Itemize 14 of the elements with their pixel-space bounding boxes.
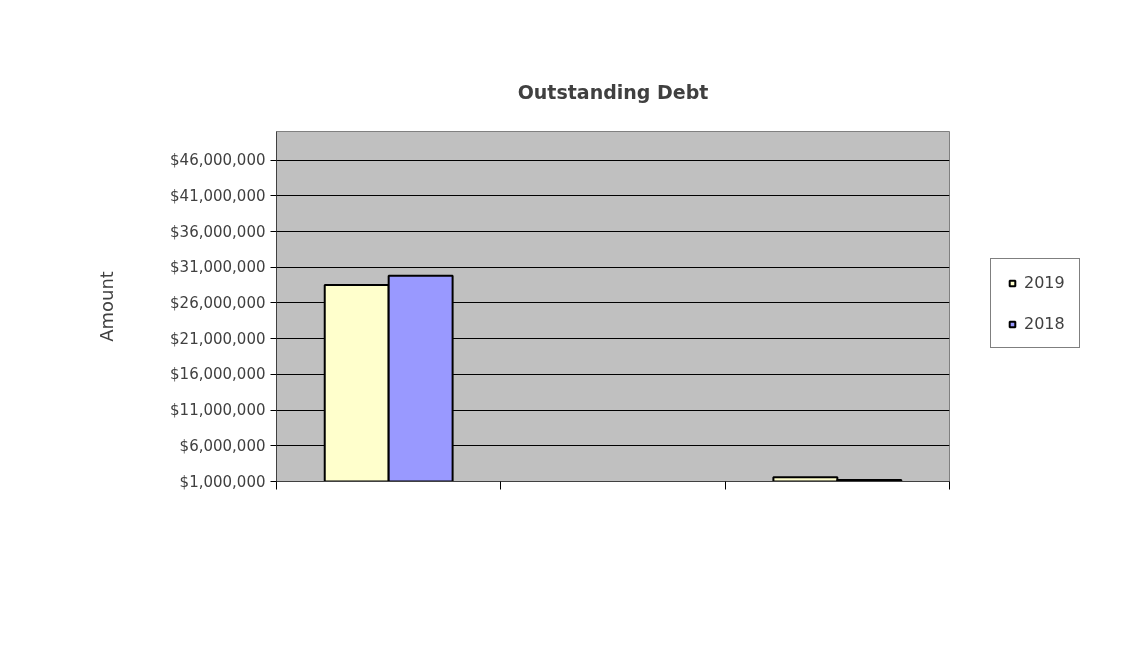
y-axis-title: Amount: [96, 271, 118, 342]
legend-label: 2019: [1024, 273, 1065, 292]
y-tick-label: $6,000,000: [179, 436, 266, 455]
chart-title: Outstanding Debt: [517, 80, 709, 103]
y-tick-label: $16,000,000: [170, 365, 266, 384]
legend-label: 2018: [1024, 314, 1065, 333]
y-tick-label: $11,000,000: [170, 401, 266, 420]
y-tick-label: $46,000,000: [170, 151, 266, 170]
y-tick-label: $36,000,000: [170, 222, 266, 241]
y-tick-label: $1,000,000: [179, 472, 266, 491]
y-tick-label: $41,000,000: [170, 186, 266, 205]
y-tick-label: $26,000,000: [170, 293, 266, 312]
y-tick-label: $21,000,000: [170, 329, 266, 348]
y-tick-label: $31,000,000: [170, 258, 266, 277]
